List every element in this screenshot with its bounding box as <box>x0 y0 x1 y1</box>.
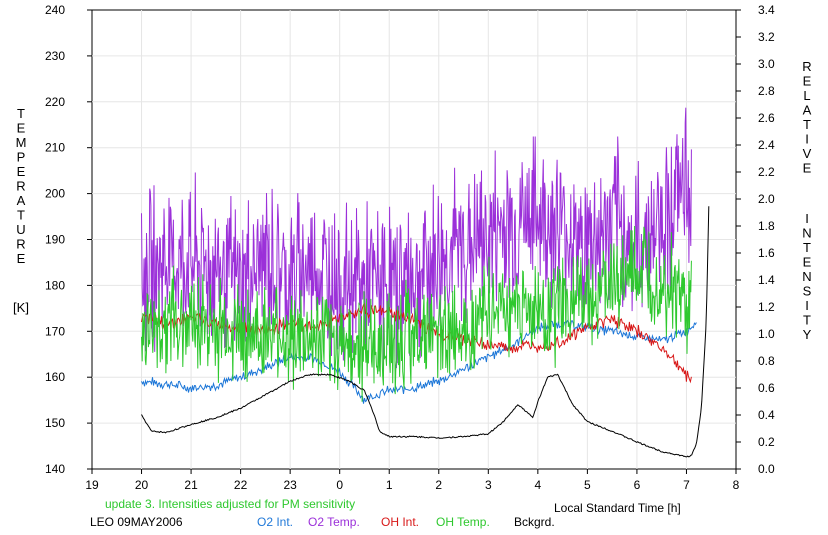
x-tick-label: 8 <box>733 478 740 492</box>
right-tick-label: 1.0 <box>758 327 775 341</box>
left-label-letter: R <box>16 179 25 194</box>
x-tick-label: 4 <box>535 478 542 492</box>
right-label-letter: I <box>805 298 809 313</box>
right-tick-label: 2.6 <box>758 111 775 125</box>
right-tick-label: 1.2 <box>758 300 775 314</box>
right-tick-label: 3.0 <box>758 57 775 71</box>
right-tick-label: 1.8 <box>758 219 775 233</box>
legend-o2-temp: O2 Temp. <box>308 515 360 529</box>
left-tick-label: 160 <box>45 370 65 384</box>
left-label-letter: E <box>17 121 26 136</box>
right-label-letter: E <box>803 74 812 89</box>
left-label-letter: P <box>17 150 26 165</box>
right-label-letter: N <box>802 269 811 284</box>
left-label-letter: A <box>17 193 26 208</box>
right-label-letter: E <box>803 255 812 270</box>
right-tick-label: 0.2 <box>758 435 775 449</box>
left-tick-label: 230 <box>45 49 65 63</box>
right-label-letter: V <box>803 146 812 161</box>
left-tick-label: 180 <box>45 278 65 292</box>
series-line-bckgrd <box>141 206 710 458</box>
right-label-letter: L <box>803 88 810 103</box>
series-line-o2-int <box>141 319 697 404</box>
legend-oh-int: OH Int. <box>381 515 419 529</box>
right-axis-ticks: 0.0 0.2 0.4 0.6 0.8 1.0 1.2 1.4 1.6 1.8 2.0 2.2 2.4 2… <box>736 3 775 476</box>
right-label-letter: N <box>802 226 811 241</box>
left-tick-label: 140 <box>45 462 65 476</box>
x-tick-label: 7 <box>683 478 690 492</box>
right-tick-label: 2.0 <box>758 192 775 206</box>
x-tick-label: 1 <box>386 478 393 492</box>
annotation-text: update 3. Intensities adjusted for PM se… <box>105 497 355 511</box>
right-label-letter: T <box>803 313 811 328</box>
right-label-letter: I <box>805 211 809 226</box>
left-label-letter: E <box>17 251 26 266</box>
station-label: LEO 09MAY2006 <box>90 515 183 529</box>
right-tick-label: 0.8 <box>758 354 775 368</box>
left-label-unit: [K] <box>13 300 29 315</box>
right-tick-label: 3.4 <box>758 3 775 17</box>
right-label-letter: T <box>803 117 811 132</box>
legend-o2-int: O2 Int. <box>257 515 293 529</box>
x-tick-label: 22 <box>234 478 248 492</box>
left-label-letter: E <box>17 164 26 179</box>
right-tick-label: 1.4 <box>758 273 775 287</box>
left-tick-label: 200 <box>45 187 65 201</box>
legend-bckgrd: Bckgrd. <box>514 515 555 529</box>
left-axis-ticks: 140 150 160 170 180 190 200 210 220 230 240 <box>45 3 92 476</box>
x-axis-label: Local Standard Time [h] <box>554 501 681 515</box>
right-label-letter: R <box>802 59 811 74</box>
right-tick-label: 2.2 <box>758 165 775 179</box>
right-tick-label: 0.0 <box>758 462 775 476</box>
x-tick-label: 21 <box>184 478 198 492</box>
series-line-oh-temp <box>141 225 692 402</box>
x-tick-label: 2 <box>435 478 442 492</box>
right-tick-label: 0.4 <box>758 408 775 422</box>
right-label-letter: T <box>803 240 811 255</box>
right-label-letter: Y <box>803 327 812 342</box>
x-tick-label: 0 <box>336 478 343 492</box>
right-tick-label: 2.8 <box>758 84 775 98</box>
right-label-letter: S <box>803 284 812 299</box>
x-axis-ticks: 19 20 21 22 23 0 1 2 3 4 5 6 7 8 <box>85 469 740 492</box>
series-group <box>141 107 710 458</box>
left-tick-label: 190 <box>45 233 65 247</box>
left-label-letter: U <box>16 222 25 237</box>
left-tick-label: 220 <box>45 95 65 109</box>
x-tick-label: 23 <box>283 478 297 492</box>
x-tick-label: 19 <box>85 478 99 492</box>
right-label-letter: I <box>805 132 809 147</box>
left-label-letter: M <box>16 135 27 150</box>
left-label-letter: T <box>17 208 25 223</box>
left-tick-label: 240 <box>45 3 65 17</box>
right-label-letter: E <box>803 161 812 176</box>
left-label-letter: R <box>16 237 25 252</box>
left-tick-label: 150 <box>45 416 65 430</box>
x-tick-label: 5 <box>584 478 591 492</box>
right-tick-label: 1.6 <box>758 246 775 260</box>
grid-lines <box>92 10 736 469</box>
right-tick-label: 2.4 <box>758 138 775 152</box>
right-label-letter: A <box>803 103 812 118</box>
x-tick-label: 20 <box>135 478 149 492</box>
left-tick-label: 210 <box>45 141 65 155</box>
legend-oh-temp: OH Temp. <box>436 515 490 529</box>
left-label-letter: T <box>17 106 25 121</box>
x-tick-label: 6 <box>634 478 641 492</box>
right-tick-label: 3.2 <box>758 30 775 44</box>
right-tick-label: 0.6 <box>758 381 775 395</box>
left-tick-label: 170 <box>45 324 65 338</box>
x-tick-label: 3 <box>485 478 492 492</box>
